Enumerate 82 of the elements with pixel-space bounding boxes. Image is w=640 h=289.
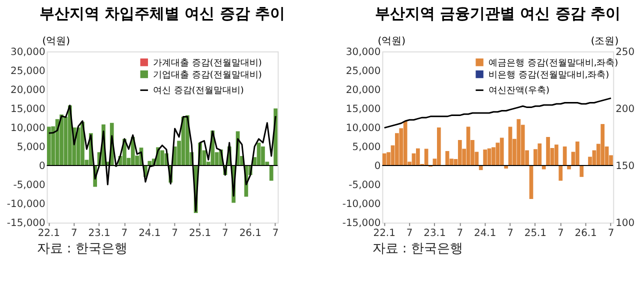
y2-tick-label: 250 bbox=[616, 46, 635, 58]
x-tick-label: 7 bbox=[507, 228, 514, 240]
y-tick-label: 30,000 bbox=[10, 46, 46, 58]
bar bbox=[554, 144, 558, 166]
y-tick-label: -10,000 bbox=[342, 199, 381, 210]
y-tick-label: -10,000 bbox=[6, 199, 46, 210]
x-tick-label: 7 bbox=[272, 228, 279, 240]
y-tick-label: -15,000 bbox=[6, 218, 46, 230]
legend-label: 가계대출 증감(전월말대비) bbox=[153, 58, 262, 68]
x-tick-label: 7 bbox=[222, 228, 228, 240]
y-tick-label: 0 bbox=[374, 160, 381, 172]
y-tick-label: 20,000 bbox=[10, 84, 46, 96]
bar bbox=[458, 140, 462, 166]
bar bbox=[580, 166, 584, 177]
legend-label: 여신 증감(전월말대비) bbox=[153, 86, 244, 96]
text: 자료 : 한국은행 bbox=[36, 241, 128, 256]
text: 자료 : 한국은행 bbox=[372, 241, 463, 256]
y-tick-label: 25,000 bbox=[346, 66, 381, 77]
y2-axis-title: (조원) bbox=[590, 36, 619, 47]
x-tick-label: 7 bbox=[456, 228, 464, 240]
bar bbox=[575, 142, 580, 166]
x-tick-label: 7 bbox=[557, 228, 564, 240]
y-tick-label: 0 bbox=[38, 160, 46, 172]
legend-label: 비은행 증감(전월말대비,좌축) bbox=[488, 70, 610, 80]
bar bbox=[546, 136, 550, 166]
x-tick-label: 22.1 bbox=[373, 228, 396, 240]
bar bbox=[403, 120, 408, 166]
y-axis-title: (억원) bbox=[42, 36, 70, 47]
bar bbox=[46, 126, 51, 166]
y2-tick-label: 100 bbox=[616, 218, 635, 230]
bar bbox=[508, 126, 512, 166]
y-axis-title: (억원) bbox=[378, 36, 406, 47]
line-series bbox=[48, 104, 276, 212]
y-tick-label: 30,000 bbox=[346, 46, 381, 58]
bar bbox=[483, 150, 488, 166]
bar bbox=[148, 160, 152, 166]
x-tick-label: 22.1 bbox=[38, 228, 60, 240]
bar bbox=[466, 126, 470, 166]
bar bbox=[436, 127, 441, 166]
bar bbox=[60, 114, 64, 166]
y2-tick-label: 200 bbox=[616, 104, 635, 115]
x-tick-label: 24.1 bbox=[474, 228, 496, 240]
bar bbox=[478, 166, 483, 170]
y-tick-label: 5,000 bbox=[16, 142, 46, 153]
bar bbox=[558, 166, 563, 181]
x-tick-label: 7 bbox=[608, 228, 614, 240]
legend-label: 여신잔액(우축) bbox=[488, 86, 550, 96]
y-tick-label: -15,000 bbox=[342, 218, 381, 230]
line-series bbox=[384, 97, 612, 129]
x-tick-label: 7 bbox=[172, 228, 178, 240]
y-tick-label: 10,000 bbox=[10, 122, 46, 134]
bar bbox=[382, 153, 386, 166]
x-tick-label: 25.1 bbox=[188, 228, 212, 240]
bar bbox=[516, 119, 521, 166]
chart-title: 부산지역 금융기관별 여신 증감 추이 bbox=[374, 4, 621, 23]
x-tick-label: 7 bbox=[406, 228, 413, 240]
legend-label: 기업대출 증감(전월말대비) bbox=[153, 70, 262, 80]
y2-tick-label: 150 bbox=[616, 160, 635, 172]
bar bbox=[269, 166, 274, 181]
chart-title: 부산지역 차입주체별 여신 증감 추이 bbox=[39, 4, 286, 23]
x-tick-label: 7 bbox=[121, 228, 128, 240]
x-tick-label: 23.1 bbox=[88, 228, 110, 240]
y-tick-label: 5,000 bbox=[352, 142, 381, 153]
bar bbox=[538, 143, 542, 166]
x-tick-label: 26.1 bbox=[574, 228, 597, 240]
bar bbox=[600, 124, 605, 166]
legend-label: 예금은행 증감(전월말대비,좌축) bbox=[488, 58, 618, 68]
y-tick-label: 15,000 bbox=[10, 104, 46, 115]
x-tick-label: 7 bbox=[70, 228, 78, 240]
y-tick-label: 15,000 bbox=[346, 104, 381, 115]
x-tick-label: 26.1 bbox=[239, 228, 262, 240]
bar bbox=[261, 146, 265, 166]
x-tick-label: 23.1 bbox=[424, 228, 446, 240]
x-tick-label: 25.1 bbox=[524, 228, 547, 240]
y-tick-label: -5,000 bbox=[13, 180, 46, 192]
y-tick-label: 25,000 bbox=[10, 66, 46, 77]
y-tick-label: 10,000 bbox=[346, 122, 381, 134]
x-tick-label: 24.1 bbox=[138, 228, 161, 240]
bar bbox=[416, 148, 420, 166]
bar bbox=[500, 138, 504, 166]
y-tick-label: -5,000 bbox=[348, 180, 381, 192]
y-tick-label: 20,000 bbox=[346, 84, 381, 96]
